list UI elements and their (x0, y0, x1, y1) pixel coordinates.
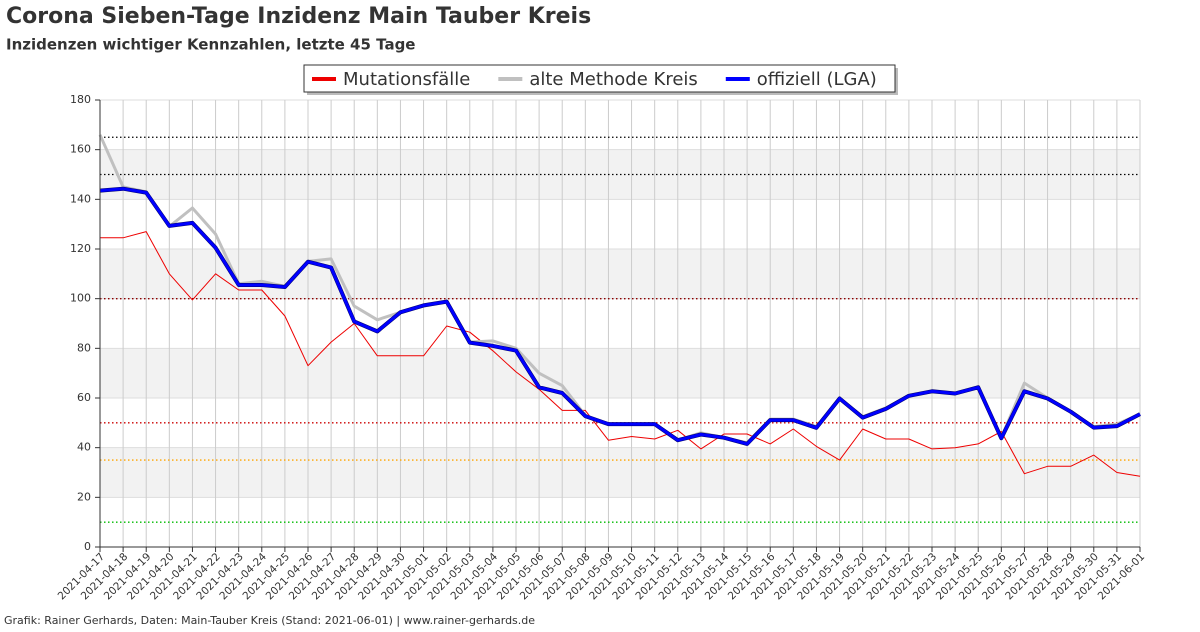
grid-band (100, 249, 1140, 299)
legend-label: alte Methode Kreis (529, 69, 697, 90)
y-tick-label: 140 (70, 192, 91, 205)
chart-subtitle: Inzidenzen wichtiger Kennzahlen, letzte … (6, 36, 415, 54)
y-tick-label: 60 (77, 391, 91, 404)
line-outline (99, 186, 1141, 446)
line (99, 187, 1141, 446)
y-tick-label: 160 (70, 143, 91, 156)
y-tick-label: 120 (70, 242, 91, 255)
y-tick-label: 80 (77, 341, 91, 354)
legend-label: offiziell (LGA) (757, 69, 877, 90)
legend-box (303, 64, 896, 93)
grid-band (100, 447, 1140, 498)
legend-label: Mutationsfälle (343, 69, 470, 90)
grid-band (100, 348, 1140, 398)
y-tick-label: 0 (84, 540, 91, 553)
footer: Grafik: Rainer Gerhards, Daten: Main-Tau… (4, 614, 535, 627)
y-tick-label: 20 (77, 490, 91, 503)
y-tick-label: 100 (70, 292, 91, 305)
chart-title: Corona Sieben-Tage Inzidenz Main Tauber … (6, 4, 591, 29)
y-tick-label: 40 (77, 441, 91, 454)
line (100, 231, 1141, 477)
y-tick-label: 180 (70, 93, 91, 106)
